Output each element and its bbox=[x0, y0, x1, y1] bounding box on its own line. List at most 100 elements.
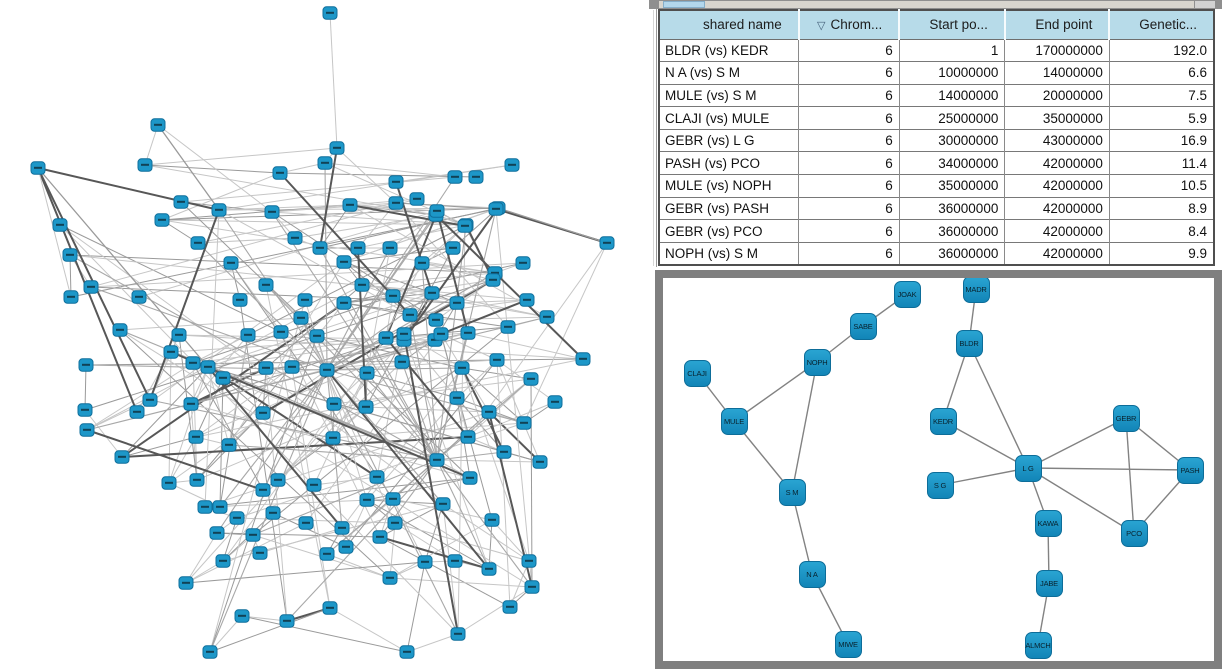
table-row[interactable]: GEBR (vs) PASH 6 36000000 42000000 8.9 bbox=[659, 196, 1214, 220]
cell-shared-name[interactable]: BLDR (vs) KEDR bbox=[659, 38, 800, 62]
cell-genetic[interactable]: 9.9 bbox=[1109, 241, 1214, 265]
cell-shared-name[interactable]: GEBR (vs) L G bbox=[659, 128, 800, 152]
cell-genetic[interactable]: 11.4 bbox=[1109, 151, 1214, 175]
cell-end-point[interactable]: 42000000 bbox=[1004, 151, 1110, 175]
network-node-JABE[interactable]: JABE bbox=[1035, 569, 1063, 597]
network-node-LG[interactable]: L G bbox=[1014, 454, 1042, 482]
network-edge-NOPH-SM[interactable] bbox=[791, 361, 818, 493]
horizontal-scrollbar[interactable] bbox=[649, 0, 1222, 9]
cell-chromosome[interactable]: 6 bbox=[798, 241, 900, 265]
cell-start-point[interactable]: 30000000 bbox=[899, 128, 1006, 152]
cell-chromosome[interactable]: 6 bbox=[798, 106, 900, 130]
network-edge-BLDR-LG[interactable] bbox=[968, 342, 1029, 469]
scrollbar-button[interactable] bbox=[1195, 1, 1215, 8]
network-node-MULE[interactable]: MULE bbox=[720, 407, 748, 435]
cell-shared-name[interactable]: PASH (vs) PCO bbox=[659, 151, 800, 175]
network-node-JOAK[interactable]: JOAK bbox=[893, 280, 921, 308]
cell-genetic[interactable]: 10.5 bbox=[1109, 174, 1214, 198]
table-row[interactable]: MULE (vs) S M 6 14000000 20000000 7.5 bbox=[659, 83, 1214, 107]
cell-chromosome[interactable]: 6 bbox=[798, 83, 900, 107]
cell-chromosome[interactable]: 6 bbox=[798, 38, 900, 62]
network-node-NOPH[interactable]: NOPH bbox=[803, 348, 831, 376]
cell-genetic[interactable]: 8.4 bbox=[1109, 219, 1214, 243]
network-edge-SM-NA[interactable] bbox=[791, 491, 813, 575]
column-header-end-point[interactable]: End point bbox=[1004, 10, 1111, 40]
table-row[interactable]: CLAJI (vs) MULE 6 25000000 35000000 5.9 bbox=[659, 106, 1214, 130]
network-node-KEDR[interactable]: KEDR bbox=[929, 407, 957, 435]
network-node-BLDR[interactable]: BLDR bbox=[955, 329, 983, 357]
cell-start-point[interactable]: 34000000 bbox=[899, 151, 1006, 175]
cell-end-point[interactable]: 14000000 bbox=[1004, 61, 1110, 85]
table-row[interactable]: BLDR (vs) KEDR 6 1 170000000 192.0 bbox=[659, 38, 1214, 62]
column-header-shared-name[interactable]: shared name bbox=[659, 10, 800, 40]
network-node-ALMCH[interactable]: ALMCH bbox=[1024, 631, 1052, 659]
cell-shared-name[interactable]: CLAJI (vs) MULE bbox=[659, 106, 800, 130]
cell-end-point[interactable]: 42000000 bbox=[1004, 196, 1110, 220]
table-row[interactable]: NOPH (vs) S M 6 36000000 42000000 9.9 bbox=[659, 241, 1214, 265]
cell-shared-name[interactable]: NOPH (vs) S M bbox=[659, 241, 800, 265]
cell-start-point[interactable]: 36000000 bbox=[899, 241, 1006, 265]
cell-end-point[interactable]: 42000000 bbox=[1004, 174, 1110, 198]
scrollbar-thumb[interactable] bbox=[663, 1, 705, 8]
cell-end-point[interactable]: 35000000 bbox=[1004, 106, 1110, 130]
column-header-start-point[interactable]: Start po... bbox=[899, 10, 1006, 40]
cell-end-point[interactable]: 42000000 bbox=[1004, 241, 1110, 265]
large-network-canvas[interactable] bbox=[0, 0, 655, 669]
network-node-NA[interactable]: N A bbox=[798, 560, 826, 588]
network-node-MADR[interactable]: MADR bbox=[962, 278, 990, 303]
cell-shared-name[interactable]: N A (vs) S M bbox=[659, 61, 800, 85]
cell-start-point[interactable]: 36000000 bbox=[899, 196, 1006, 220]
cell-start-point[interactable]: 25000000 bbox=[899, 106, 1006, 130]
network-node-PASH[interactable]: PASH bbox=[1176, 456, 1204, 484]
cell-start-point[interactable]: 35000000 bbox=[899, 174, 1006, 198]
cell-shared-name[interactable]: MULE (vs) S M bbox=[659, 83, 800, 107]
network-edge-KEDR-LG[interactable] bbox=[942, 420, 1029, 469]
column-header-genetic[interactable]: Genetic... bbox=[1109, 10, 1214, 40]
network-node-MIWE[interactable]: MIWE bbox=[834, 630, 862, 658]
cell-shared-name[interactable]: MULE (vs) NOPH bbox=[659, 174, 800, 198]
cell-start-point[interactable]: 36000000 bbox=[899, 219, 1006, 243]
cell-start-point[interactable]: 1 bbox=[899, 38, 1006, 62]
cell-end-point[interactable]: 43000000 bbox=[1004, 128, 1110, 152]
network-node-KAWA[interactable]: KAWA bbox=[1034, 509, 1062, 537]
network-node-CLAJI[interactable]: CLAJI bbox=[683, 359, 711, 387]
network-edge-LG-PCO[interactable] bbox=[1027, 467, 1135, 534]
cell-chromosome[interactable]: 6 bbox=[798, 219, 900, 243]
network-edge-SG-LG[interactable] bbox=[939, 467, 1029, 486]
scrollbar-track[interactable] bbox=[659, 1, 1194, 8]
table-row[interactable]: GEBR (vs) PCO 6 36000000 42000000 8.4 bbox=[659, 219, 1214, 243]
cell-genetic[interactable]: 16.9 bbox=[1109, 128, 1214, 152]
network-node-GEBR[interactable]: GEBR bbox=[1112, 404, 1140, 432]
network-node-SM[interactable]: S M bbox=[778, 478, 806, 506]
cell-chromosome[interactable]: 6 bbox=[798, 174, 900, 198]
cell-end-point[interactable]: 20000000 bbox=[1004, 83, 1110, 107]
network-node-PCO[interactable]: PCO bbox=[1120, 519, 1148, 547]
network-edge-NOPH-MULE[interactable] bbox=[733, 361, 818, 422]
cell-chromosome[interactable]: 6 bbox=[798, 61, 900, 85]
cell-end-point[interactable]: 42000000 bbox=[1004, 219, 1110, 243]
network-node-SABE[interactable]: SABE bbox=[849, 312, 877, 340]
table-row[interactable]: PASH (vs) PCO 6 34000000 42000000 11.4 bbox=[659, 151, 1214, 175]
table-row[interactable]: GEBR (vs) L G 6 30000000 43000000 16.9 bbox=[659, 128, 1214, 152]
network-edge-LG-GEBR[interactable] bbox=[1027, 417, 1127, 469]
column-header-chromosome[interactable]: ▽ Chrom... bbox=[798, 10, 901, 40]
cell-genetic[interactable]: 6.6 bbox=[1109, 61, 1214, 85]
cell-genetic[interactable]: 192.0 bbox=[1109, 38, 1214, 62]
cell-chromosome[interactable]: 6 bbox=[798, 128, 900, 152]
cell-start-point[interactable]: 14000000 bbox=[899, 83, 1006, 107]
cell-chromosome[interactable]: 6 bbox=[798, 151, 900, 175]
network-edge-GEBR-PCO[interactable] bbox=[1125, 417, 1135, 534]
table-row[interactable]: N A (vs) S M 6 10000000 14000000 6.6 bbox=[659, 61, 1214, 85]
cell-genetic[interactable]: 7.5 bbox=[1109, 83, 1214, 107]
small-network-canvas[interactable]: JOAK SABE MADR BLDR NOPH CLAJI KEDR GEBR MULE L G… bbox=[663, 278, 1214, 661]
cell-genetic[interactable]: 8.9 bbox=[1109, 196, 1214, 220]
network-node-SG[interactable]: S G bbox=[926, 471, 954, 499]
cell-chromosome[interactable]: 6 bbox=[798, 196, 900, 220]
cell-genetic[interactable]: 5.9 bbox=[1109, 106, 1214, 130]
cell-start-point[interactable]: 10000000 bbox=[899, 61, 1006, 85]
network-edge-LG-PASH[interactable] bbox=[1027, 467, 1191, 471]
cell-end-point[interactable]: 170000000 bbox=[1004, 38, 1110, 62]
cell-shared-name[interactable]: GEBR (vs) PASH bbox=[659, 196, 800, 220]
table-row[interactable]: MULE (vs) NOPH 6 35000000 42000000 10.5 bbox=[659, 174, 1214, 198]
filter-icon[interactable]: ▽ bbox=[817, 20, 826, 33]
